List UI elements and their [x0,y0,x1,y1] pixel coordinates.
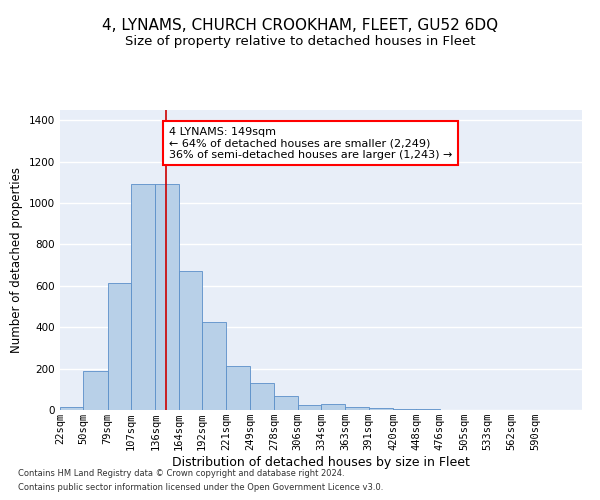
Text: Contains HM Land Registry data © Crown copyright and database right 2024.: Contains HM Land Registry data © Crown c… [18,468,344,477]
Text: 4, LYNAMS, CHURCH CROOKHAM, FLEET, GU52 6DQ: 4, LYNAMS, CHURCH CROOKHAM, FLEET, GU52 … [102,18,498,32]
Bar [250,383,274,410]
Bar [155,184,179,410]
Bar [83,370,107,410]
Text: Contains public sector information licensed under the Open Government Licence v3: Contains public sector information licen… [18,484,383,492]
Bar [274,396,298,410]
Bar [368,408,393,410]
Bar [345,407,368,410]
Y-axis label: Number of detached properties: Number of detached properties [10,167,23,353]
Bar [202,322,226,410]
Bar [393,409,416,410]
Text: Size of property relative to detached houses in Fleet: Size of property relative to detached ho… [125,35,475,48]
Bar [107,283,131,410]
Bar [298,405,321,410]
Bar [226,366,250,410]
Bar [179,272,202,410]
Bar [60,407,83,410]
Bar [131,184,155,410]
Bar [321,404,345,410]
X-axis label: Distribution of detached houses by size in Fleet: Distribution of detached houses by size … [172,456,470,469]
Text: 4 LYNAMS: 149sqm
← 64% of detached houses are smaller (2,249)
36% of semi-detach: 4 LYNAMS: 149sqm ← 64% of detached house… [169,126,452,160]
Bar [416,409,440,410]
